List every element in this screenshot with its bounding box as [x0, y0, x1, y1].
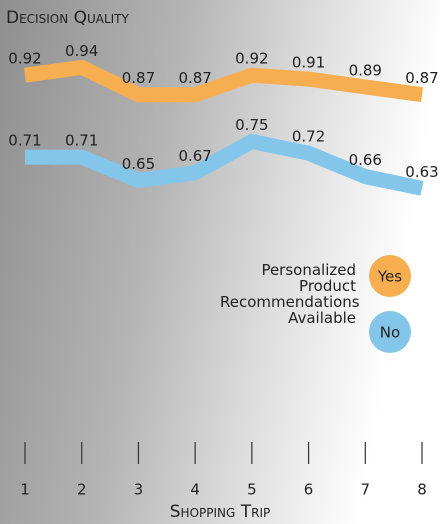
series-line [25, 134, 424, 196]
data-label: 0.66 [349, 151, 382, 169]
x-tick-label: 8 [417, 481, 427, 499]
x-tick-label: 6 [304, 481, 314, 499]
data-label: 0.87 [178, 69, 211, 87]
x-tick-label: 2 [77, 481, 87, 499]
data-label: 0.63 [405, 163, 438, 181]
x-tick-label: 3 [134, 481, 144, 499]
data-label: 0.91 [292, 54, 325, 72]
data-label: 0.87 [122, 69, 155, 87]
data-label: 0.92 [8, 50, 41, 68]
legend-swatch [369, 255, 411, 297]
chart-title: Decision Quality [6, 8, 130, 28]
x-tick-label: 7 [361, 481, 371, 499]
series-line [23, 59, 424, 103]
data-label: 0.67 [178, 147, 211, 165]
data-label: 0.65 [122, 155, 155, 173]
data-label: 0.72 [292, 128, 325, 146]
data-label: 0.75 [235, 116, 268, 134]
data-label: 0.89 [349, 61, 382, 79]
x-tick-label: 5 [247, 481, 257, 499]
legend-label: No [380, 324, 400, 342]
data-label: 0.71 [8, 132, 41, 150]
x-tick-label: 1 [20, 481, 30, 499]
data-label: 0.71 [65, 132, 98, 150]
data-label: 0.87 [405, 69, 438, 87]
legend-label: Yes [377, 268, 402, 286]
legend-swatch [369, 311, 411, 353]
legend-title: Personalized Product Recommendations Ava… [220, 261, 360, 327]
x-tick-label: 4 [190, 481, 200, 499]
x-axis-label: Shopping Trip [170, 502, 270, 522]
data-label: 0.94 [65, 42, 98, 60]
data-label: 0.92 [235, 50, 268, 68]
